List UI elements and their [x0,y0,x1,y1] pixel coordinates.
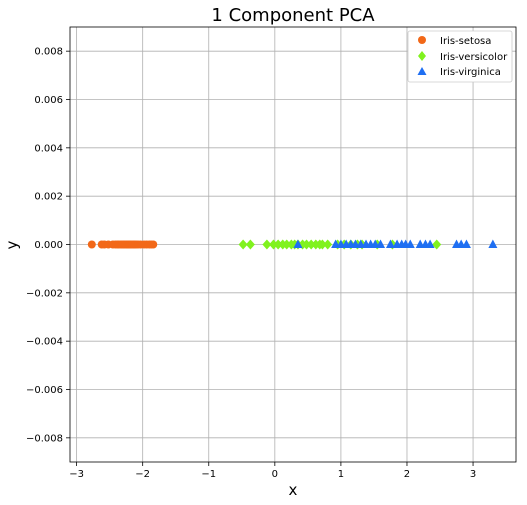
point-iris-virginica [488,239,498,248]
legend-box [407,30,513,83]
y-axis-label: y [3,240,21,249]
x-tick-label: −1 [201,469,216,480]
chart-title: 1 Component PCA [211,5,375,26]
point-iris-virginica [425,239,435,248]
y-tick-label: 0.008 [34,47,63,58]
data-points [87,239,498,250]
x-axis-label: x [289,481,298,499]
point-iris-versicolor [262,239,272,250]
point-iris-versicolor [306,239,316,250]
point-iris-versicolor [302,239,312,250]
legend-label-iris-versicolor: Iris-versicolor [440,52,508,63]
point-iris-versicolor [323,239,333,250]
y-tick-label: −0.006 [26,385,63,396]
point-iris-versicolor [238,239,248,250]
y-tick-label: −0.008 [26,433,63,444]
x-tick-label: 0 [272,469,278,480]
x-tick-label: 2 [404,469,410,480]
point-iris-virginica [385,239,395,248]
legend-label-iris-setosa: Iris-setosa [440,36,491,47]
point-iris-virginica [376,239,386,248]
y-tick-label: 0.000 [34,240,63,251]
point-iris-virginica [293,239,303,248]
legend: Iris-setosa Iris-versicolor Iris-virgini… [407,30,513,83]
point-iris-versicolor [282,239,292,250]
y-tick-label: 0.002 [34,192,63,203]
x-tick-label: −2 [135,469,150,480]
x-tick-label: −3 [69,469,84,480]
point-iris-versicolor [317,239,327,250]
legend-label-iris-virginica: Iris-virginica [440,67,501,78]
x-tick-label: 1 [338,469,344,480]
point-iris-virginica [405,239,415,248]
x-tick-label: 3 [470,469,476,480]
y-tick-label: −0.004 [26,337,63,348]
y-tick-label: −0.002 [26,288,63,299]
legend-marker-iris-setosa [418,36,426,44]
y-tick-label: 0.006 [34,95,63,106]
point-iris-versicolor [269,239,279,250]
point-iris-versicolor [273,239,283,250]
point-iris-setosa [87,240,96,249]
point-iris-versicolor [245,239,255,250]
legend-marker-iris-versicolor [418,51,426,61]
legend-marker-iris-virginica [417,67,427,75]
y-tick-label: 0.004 [34,143,63,154]
point-iris-setosa [149,240,158,249]
point-iris-virginica [461,239,471,248]
point-iris-versicolor [432,239,442,250]
axis-ticks: −3 −2 −1 0 1 2 3 −0.008 −0.006 −0.004 −0.002 0.000 0… [26,47,476,480]
